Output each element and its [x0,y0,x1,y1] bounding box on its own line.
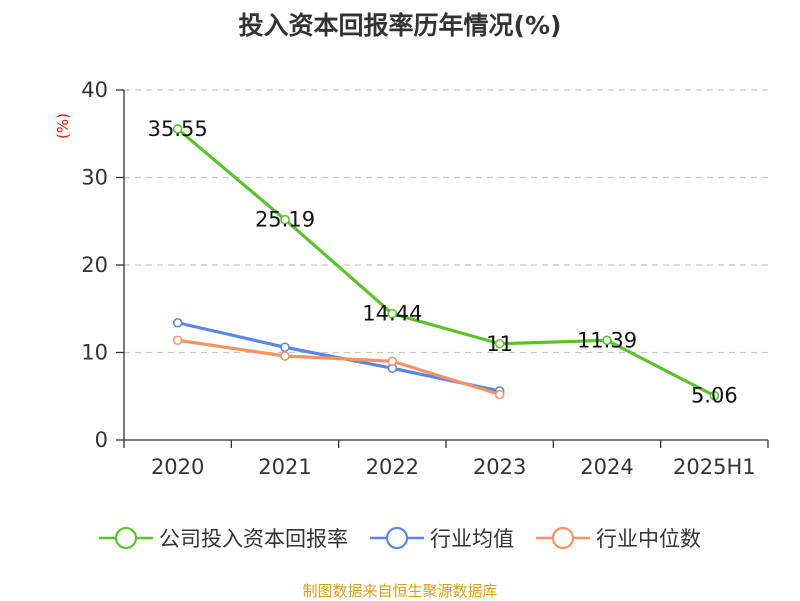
legend-line-icon [370,526,424,550]
legend-line-icon [99,526,153,550]
y-tick-label: 40 [81,78,108,102]
y-tick-label: 30 [81,166,108,190]
data-point [387,308,398,319]
legend-label: 行业均值 [430,527,514,551]
legend-item[interactable]: 行业中位数 [536,523,701,553]
legend-line-icon [536,526,590,550]
y-axis-label: (%) [54,113,72,139]
data-point [709,390,720,401]
data-point [280,214,290,225]
y-tick-label: 0 [95,428,108,452]
series-lines [172,124,720,401]
data-point [172,335,183,346]
legend-label: 公司投入资本回报率 [159,527,348,551]
data-point [494,389,505,400]
chart-title: 投入资本回报率历年情况(%) [238,11,562,40]
x-tick-label: 2021 [258,455,311,479]
data-label: 14.44 [362,302,422,326]
legend-item[interactable]: 行业均值 [370,523,514,553]
data-label: 11.39 [577,328,637,352]
data-label: 35.55 [148,117,208,141]
data-label: 5.06 [691,384,738,408]
data-labels: 35.55 25.19 14.44 11 11.39 5.06 [148,117,738,408]
gridlines [124,89,768,354]
series-line [177,338,501,397]
data-point [172,317,183,328]
source-note: 制图数据来自恒生聚源数据库 [302,582,498,600]
y-tick-label: 10 [81,341,108,365]
legend-label: 行业中位数 [596,527,701,551]
x-tick-label: 2025H1 [673,455,756,479]
x-tick-label: 2023 [473,455,526,479]
data-point [387,356,398,367]
y-tick-label: 20 [81,253,108,277]
data-point [280,351,290,361]
x-tick-label: 2024 [580,455,633,479]
data-label: 25.19 [255,208,315,232]
data-point [172,124,183,134]
legend-item[interactable]: 公司投入资本回报率 [99,523,348,553]
series-line [176,127,716,398]
legend: 公司投入资本回报率 行业均值 行业中位数 [0,518,800,558]
x-tick-label: 2022 [366,455,419,479]
data-point [494,338,505,349]
data-point [280,342,290,353]
data-label: 11 [486,332,513,356]
axes: 0 10 20 30 40 (%) 2020 2021 2022 2023 2024 2025H1 [54,78,769,479]
x-tick-label: 2020 [151,455,204,479]
data-point [602,335,612,346]
